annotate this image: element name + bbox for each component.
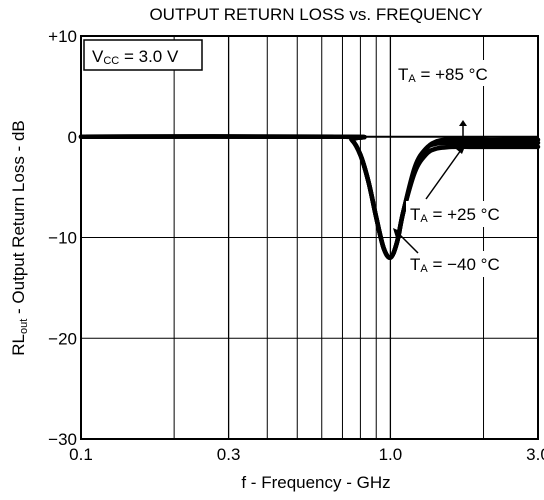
y-tick-label: +10: [48, 27, 77, 46]
tick-labels: 0.1 0.3 1.0 3.0 +10 0 −10 −20 −30: [48, 27, 544, 464]
vcc-box: VCC = 3.0 V: [83, 39, 203, 71]
series-line: [78, 134, 541, 260]
annotation-25: TA = +25 °C: [406, 144, 530, 227]
annotation-m40-bg: [406, 251, 530, 277]
annotation-25-bg: [406, 201, 530, 227]
x-axis-label: f - Frequency - GHz: [241, 473, 390, 492]
x-tick-label: 1.0: [379, 445, 403, 464]
x-tick-label: 3.0: [526, 445, 544, 464]
y-axis-label: RLout - Output Return Loss - dB: [9, 120, 30, 355]
plot-frame: [80, 35, 539, 440]
vcc-box-border: [83, 39, 203, 71]
annotation-m40-leader: [396, 231, 419, 254]
annotation-25-arrowhead: [456, 144, 466, 154]
series-layer: [78, 134, 541, 260]
series-line: [78, 134, 541, 260]
y-tick-label: −10: [48, 229, 77, 248]
y-tick-label: −20: [48, 329, 77, 348]
chart-title: OUTPUT RETURN LOSS vs. FREQUENCY: [149, 5, 482, 24]
annotation-m40-label: TA = −40 °C: [410, 255, 500, 275]
annotation-85-label: TA = +85 °C: [398, 65, 488, 85]
annotation-85-arrowhead: [459, 120, 467, 126]
x-tick-label: 0.1: [69, 445, 93, 464]
y-tick-label: 0: [68, 128, 77, 147]
annotation-85: TA = +85 °C: [392, 60, 526, 136]
annotation-25-leader: [425, 149, 462, 200]
vcc-label: VCC = 3.0 V: [92, 47, 179, 67]
series-line: [78, 134, 541, 260]
y-tick-label: −30: [48, 430, 77, 449]
annotation-m40-arrowhead: [393, 228, 402, 238]
annotation-25-label: TA = +25 °C: [410, 205, 500, 225]
annotation-85-bg: [392, 60, 526, 86]
x-tick-label: 0.3: [217, 445, 241, 464]
grid: [80, 35, 539, 440]
annotation-m40: TA = −40 °C: [393, 228, 530, 277]
